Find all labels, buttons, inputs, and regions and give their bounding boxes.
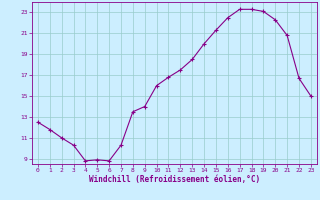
X-axis label: Windchill (Refroidissement éolien,°C): Windchill (Refroidissement éolien,°C) (89, 175, 260, 184)
